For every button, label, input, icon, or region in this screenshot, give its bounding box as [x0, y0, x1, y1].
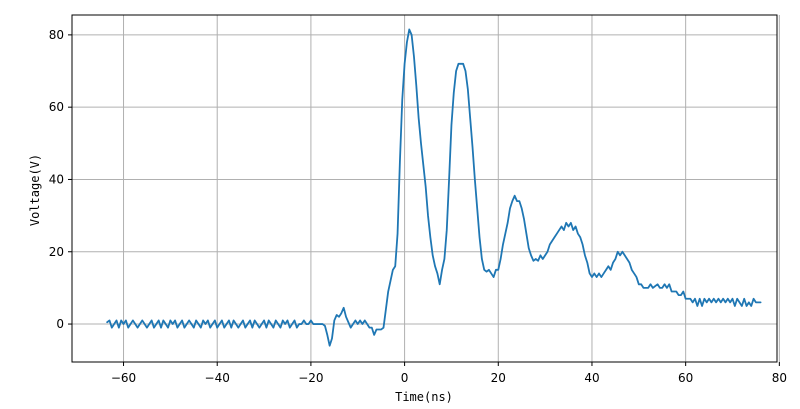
x-axis-label: Time(ns) [395, 390, 453, 404]
x-tick-label: −20 [298, 371, 323, 385]
axis-ticks: −60 −40 −20 0 20 40 60 80 0 20 40 60 80 [49, 28, 787, 385]
x-tick-label: 60 [678, 371, 693, 385]
x-tick-label: 20 [491, 371, 506, 385]
y-tick-label: 0 [56, 317, 64, 331]
series-line-0 [106, 28, 762, 347]
plot-frame [71, 14, 778, 363]
x-tick-label: −40 [205, 371, 230, 385]
x-tick-label: −60 [111, 371, 136, 385]
y-tick-label: 80 [49, 28, 64, 42]
y-axis-label: Voltage(V) [28, 154, 42, 226]
y-tick-label: 40 [49, 172, 64, 186]
y-tick-label: 60 [49, 100, 64, 114]
x-tick-label: 80 [772, 371, 787, 385]
y-tick-label: 20 [49, 245, 64, 259]
x-tick-label: 0 [401, 371, 409, 385]
x-tick-label: 40 [584, 371, 599, 385]
grid [72, 15, 780, 362]
series-layer [106, 28, 762, 347]
